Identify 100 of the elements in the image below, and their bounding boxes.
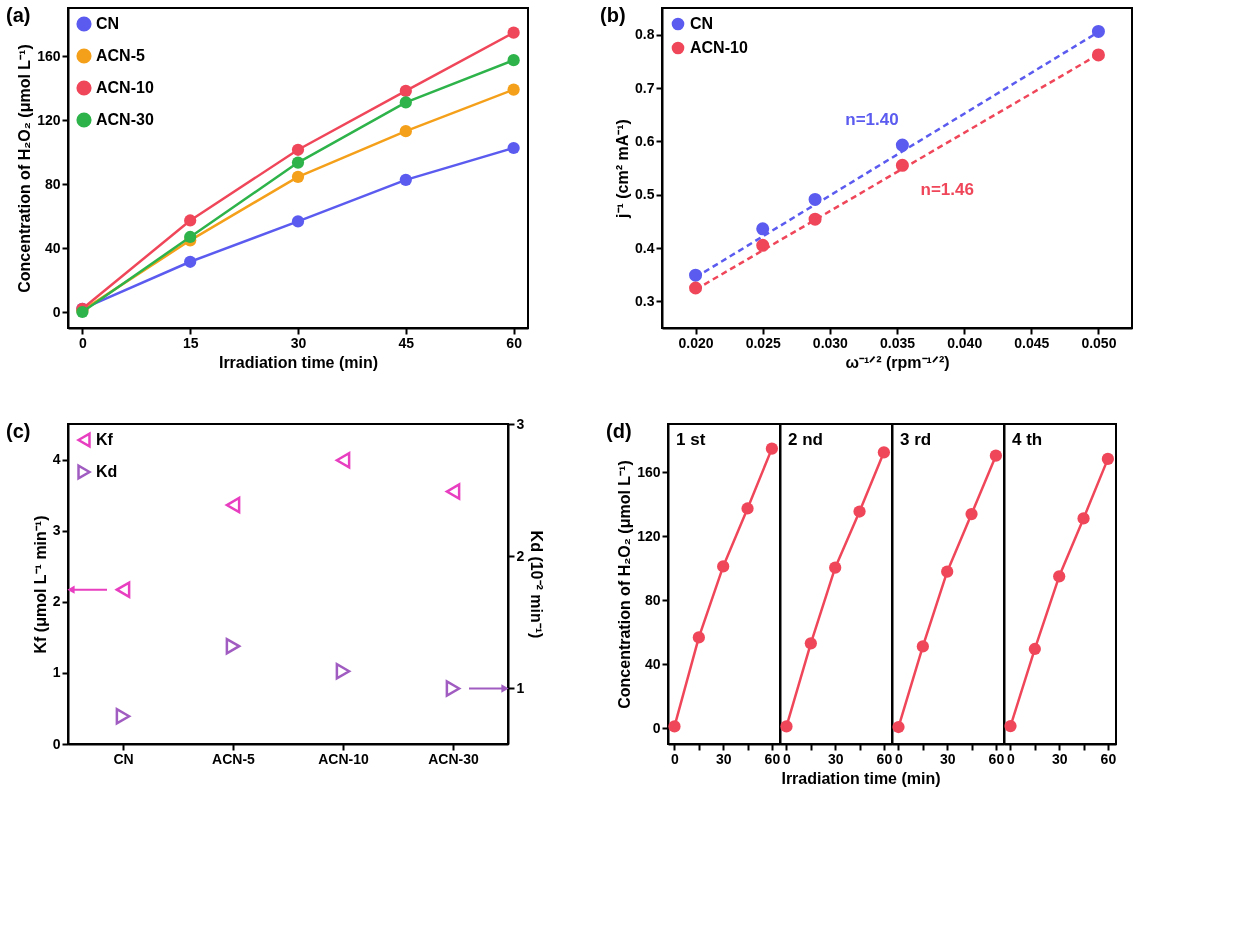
- point: [115, 581, 131, 599]
- point: [184, 230, 197, 244]
- x-tick-label: 0.025: [745, 334, 781, 351]
- point: [804, 637, 817, 650]
- chart-title: 1 st: [676, 430, 706, 449]
- point: [445, 483, 461, 500]
- y-axis-title: Concentration of H₂O₂ (μmol L⁻¹): [616, 460, 634, 709]
- y-tick-label: 0.8: [635, 26, 655, 43]
- point: [399, 173, 412, 186]
- text: (d): [606, 420, 632, 442]
- point: [989, 449, 1003, 462]
- point: [765, 442, 779, 455]
- x-axis-title: Irradiation time (min): [781, 770, 941, 787]
- point: [399, 96, 412, 109]
- point: [335, 451, 351, 469]
- y2-tick-label: 3: [516, 415, 525, 432]
- x-tick-label: 30: [827, 750, 844, 767]
- x-tick-label: 60: [1100, 750, 1117, 767]
- legend-label: ACN-10: [96, 79, 154, 96]
- legend-label: ACN-5: [96, 47, 145, 64]
- x-tick-label: 0.045: [1014, 334, 1050, 351]
- x-tick-label: 0.035: [879, 334, 916, 351]
- legend-label: Kf: [96, 431, 114, 448]
- x-tick-label: 0.040: [947, 334, 983, 351]
- x-tick-label: 60: [764, 750, 781, 767]
- point: [916, 640, 929, 653]
- y-tick-label: 0: [652, 719, 661, 736]
- point: [741, 502, 754, 515]
- y-tick-label: 0.7: [635, 79, 655, 96]
- text: (c): [6, 420, 31, 442]
- annotation: n=1.40: [845, 110, 899, 129]
- point: [1053, 570, 1066, 583]
- y2-axis-title: Kd (10⁻² min⁻¹): [528, 530, 546, 639]
- chart-title: 4 th: [1012, 430, 1043, 449]
- x-tick-label: 0.020: [678, 334, 714, 351]
- x-tick-label: 60: [988, 750, 1005, 767]
- y-tick-label: 0.4: [635, 239, 655, 256]
- y-tick-label: 0: [52, 303, 61, 320]
- legend-label: CN: [690, 15, 714, 32]
- y-tick-label: 0.6: [635, 132, 655, 149]
- point: [184, 255, 197, 268]
- point: [291, 143, 305, 156]
- y-axis-title: j⁻¹ (cm² mA⁻¹): [614, 119, 632, 219]
- y-tick-label: 2: [52, 593, 61, 610]
- x-tick-label: 0: [783, 750, 792, 767]
- x-tick-label: ACN-30: [428, 750, 479, 767]
- x-tick-label: 0: [895, 750, 904, 767]
- x-axis-title: ω⁻¹ᐟ² (rpm⁻¹ᐟ²): [845, 353, 950, 371]
- x-tick-label: 45: [398, 334, 415, 351]
- legend-label: ACN-10: [690, 39, 748, 56]
- point: [895, 138, 909, 152]
- point: [291, 215, 305, 228]
- y-tick-label: 40: [44, 239, 61, 256]
- y-tick-label: 40: [644, 655, 661, 672]
- y-tick-label: 160: [637, 463, 661, 480]
- x-tick-label: 15: [182, 334, 199, 351]
- point: [892, 720, 905, 734]
- legend-label: CN: [96, 15, 120, 32]
- point: [780, 720, 793, 733]
- point: [445, 680, 461, 697]
- point: [1077, 512, 1090, 525]
- y-tick-label: 3: [52, 522, 61, 539]
- point: [692, 631, 705, 644]
- point: [291, 170, 305, 183]
- y-tick-label: 0.5: [635, 186, 655, 203]
- annotation: n=1.46: [920, 180, 974, 200]
- x-tick-label: 0: [1007, 750, 1016, 767]
- x-tick-label: 60: [876, 750, 893, 767]
- y-tick-label: 160: [37, 47, 61, 64]
- point: [853, 505, 866, 518]
- point: [668, 720, 681, 733]
- point: [965, 507, 978, 521]
- y-tick-label: 0.3: [635, 292, 655, 309]
- x-tick-label: 0: [671, 750, 680, 767]
- x-tick-label: 30: [290, 334, 307, 351]
- x-tick-label: 0: [78, 334, 87, 351]
- chart-title: 3 rd: [900, 430, 932, 449]
- x-tick-label: 30: [715, 750, 732, 767]
- y-tick-label: 0: [52, 735, 61, 752]
- x-tick-label: CN: [113, 750, 134, 767]
- point: [1091, 24, 1105, 38]
- y-tick-label: 120: [37, 111, 61, 128]
- point: [225, 496, 241, 514]
- point: [941, 565, 954, 578]
- x-tick-label: 0.030: [812, 334, 849, 351]
- point: [507, 54, 520, 67]
- point: [225, 637, 241, 655]
- point: [507, 141, 520, 155]
- point: [1101, 452, 1115, 465]
- legend-label: ACN-30: [96, 111, 154, 128]
- y2-tick-label: 1: [516, 679, 525, 696]
- y-tick-label: 1: [52, 664, 61, 681]
- text: (b): [600, 4, 626, 26]
- y-tick-label: 4: [52, 451, 61, 468]
- point: [507, 26, 520, 39]
- point: [291, 156, 305, 169]
- x-axis-title: Irradiation time (min): [218, 353, 379, 371]
- point: [399, 125, 412, 138]
- point: [335, 662, 351, 680]
- x-tick-label: 30: [939, 750, 956, 767]
